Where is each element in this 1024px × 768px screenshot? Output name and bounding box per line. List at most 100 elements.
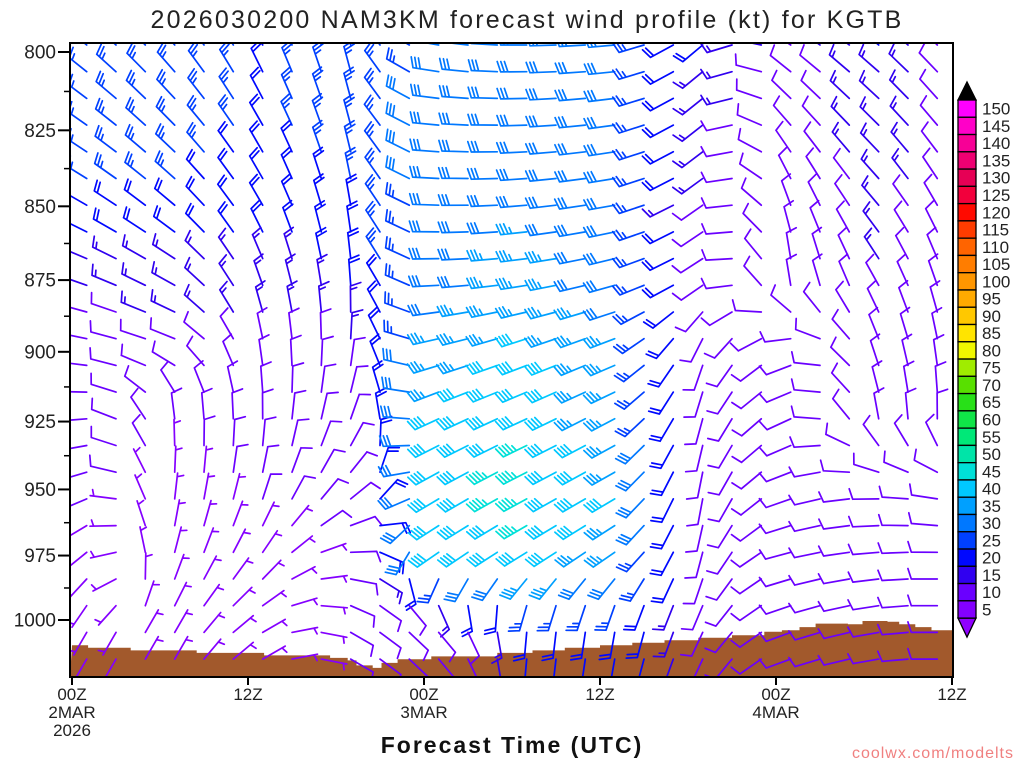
wind-barb [216,174,235,207]
wind-barb [261,559,285,580]
wind-barb [615,551,645,573]
y-tick-label: 825 [24,121,56,142]
wind-barb [203,638,226,660]
wind-barb [408,192,440,207]
colorbar-box [957,237,977,257]
colorbar-label: 80 [982,341,1001,360]
wind-barb [261,473,283,500]
wind-barb [583,170,616,184]
wind-barb [525,115,557,128]
wind-barb [363,67,381,100]
wind-barb [789,436,821,449]
colorbar-label: 150 [982,100,1010,119]
wind-barb [408,220,440,233]
wind-barb [82,43,88,46]
wind-barb [349,578,379,596]
wind-barb [847,626,880,638]
wind-barb [907,511,939,527]
wind-barb [154,150,176,180]
wind-barb [611,148,645,161]
wind-barb [700,145,733,158]
wind-barb [704,658,733,677]
wind-barb [70,524,88,537]
wind-barb [859,96,880,126]
y-tick-label: 925 [24,412,56,433]
wind-barb [280,93,293,126]
wind-barb [435,361,469,375]
wind-barb [123,365,147,393]
wind-barb [385,74,411,100]
wind-barb [586,43,616,49]
wind-barb [173,553,190,580]
colorbar-label: 60 [982,410,1001,429]
wind-barb [541,631,557,662]
colorbar-label: 100 [982,272,1010,291]
wind-barb [835,280,851,313]
colorbar-label: 105 [982,255,1010,274]
wind-barb [800,69,821,100]
wind-barb [524,497,557,513]
wind-barb [684,417,704,446]
wind-barb [730,524,763,542]
wind-barb [865,253,880,287]
wind-barb [349,451,379,474]
wind-barb [685,524,704,553]
wind-barb [495,223,528,236]
wind-barb [170,387,183,420]
wind-barb [772,95,792,126]
wind-barb [553,307,587,321]
wind-barb [788,547,821,559]
wind-barb [611,256,645,269]
colorbar-box [957,151,977,170]
wind-barb [811,253,823,287]
wind-barb [671,231,704,248]
wind-barb [923,173,939,207]
wind-barb [862,201,880,233]
colorbar-label: 50 [982,445,1001,464]
wind-barb [407,471,440,486]
wind-barb [671,284,704,301]
wind-barb [97,631,117,656]
wind-barb [848,487,880,501]
wind-barb [217,201,235,233]
wind-barb [554,143,587,156]
wind-barb [524,250,557,264]
wind-barb [731,299,763,313]
wind-barb [831,388,851,420]
wind-barb [311,119,324,153]
wind-barb [150,289,176,313]
wind-barb [524,443,557,459]
wind-barb [119,318,147,340]
wind-barb [185,175,205,207]
wind-barb [873,387,885,420]
colorbar-box [957,600,977,619]
wind-barb [524,524,557,540]
wind-barb [151,340,176,367]
wind-barb [406,389,440,403]
wind-barb [907,567,939,580]
wind-barb [379,524,411,545]
wind-barb [847,599,880,611]
wind-barb [261,388,274,420]
wind-barb [817,573,851,585]
wind-barb [363,94,381,126]
wind-barb [384,291,411,313]
wind-barb [320,509,353,527]
wind-barb [365,200,381,233]
wind-barb [364,147,381,180]
wind-barb [671,257,704,274]
wind-barb [706,551,733,575]
wind-barb [312,173,325,207]
wind-barb [829,336,851,367]
wind-barb [730,551,763,568]
wind-barb [89,320,117,340]
x-tick-label: 12Z [937,685,966,704]
wind-barb [730,578,763,595]
wind-barb [70,334,88,340]
wind-barb [70,127,88,153]
wind-barb [251,226,264,260]
wind-barb [832,147,851,180]
wind-barb [494,470,528,485]
wind-barb [525,61,557,74]
wind-barb [794,317,821,340]
